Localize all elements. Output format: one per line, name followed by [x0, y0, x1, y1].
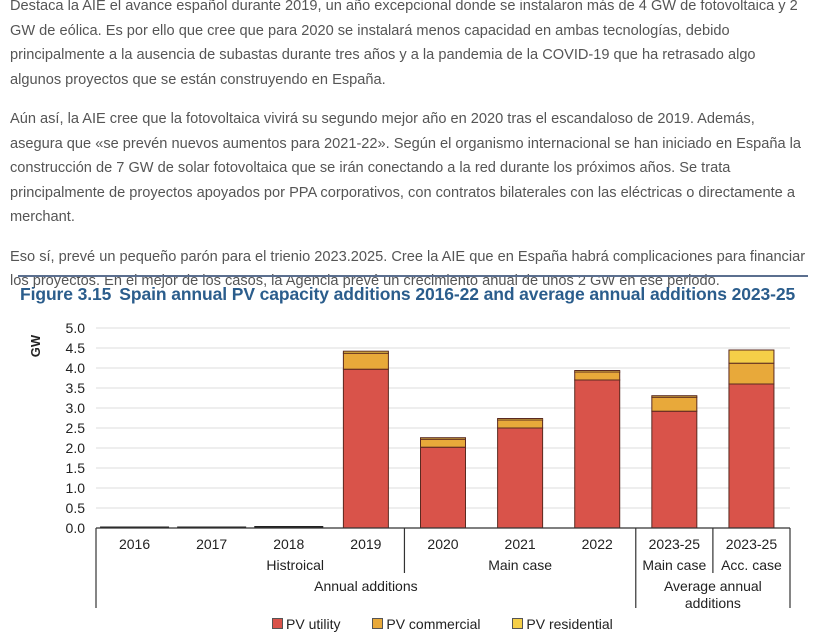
- group-label-historical: Histroical: [266, 557, 324, 573]
- legend-item-commercial: PV commercial: [372, 616, 481, 632]
- bar-segment-residential: [574, 370, 621, 373]
- bar-segment-commercial: [497, 419, 544, 429]
- bar-segment-utility: [574, 379, 621, 529]
- y-axis-ticks: 0.0 0.5 1.0 1.5 2.0 2.5 3.0 3.5 4.0 4.5 5.0: [66, 320, 86, 536]
- x-tick-label: 2018: [273, 536, 304, 552]
- group-label-main-case: Main case: [488, 557, 552, 573]
- y-tick-label: 3.5: [66, 380, 86, 396]
- figure-number: Figure 3.15: [20, 284, 112, 304]
- bar-segment-utility: [651, 410, 698, 529]
- legend-swatch-residential: [512, 618, 524, 629]
- group-label-annual-additions: Annual additions: [314, 578, 418, 594]
- y-axis-label: GW: [28, 334, 43, 357]
- y-tick-label: 1.5: [66, 460, 86, 476]
- x-sublabel: Main case: [642, 557, 706, 573]
- legend-item-utility: PV utility: [272, 616, 340, 632]
- bar-segment-utility: [497, 427, 544, 529]
- bar-segment-commercial: [342, 352, 389, 370]
- figure-title-text: Spain annual PV capacity additions 2016-…: [119, 284, 796, 304]
- article-body: Destaca la AIE el avance español durante…: [10, 0, 810, 309]
- y-tick-label: 1.0: [66, 480, 86, 496]
- y-tick-label: 3.0: [66, 400, 86, 416]
- y-tick-label: 2.0: [66, 440, 86, 456]
- y-tick-label: 4.0: [66, 360, 86, 376]
- x-sublabel: Acc. case: [721, 557, 782, 573]
- bar-segment-residential: [728, 349, 775, 364]
- bar-segment-commercial: [651, 396, 698, 412]
- bar-segment-residential: [497, 418, 544, 421]
- figure-title: Figure 3.15 Spain annual PV capacity addi…: [20, 284, 795, 305]
- y-tick-label: 5.0: [66, 320, 86, 336]
- group-label-average-annual: Average annual: [664, 578, 762, 594]
- x-tick-label: 2022: [582, 536, 613, 552]
- x-tick-label: 2021: [505, 536, 536, 552]
- article-paragraph-2: Aún así, la AIE cree que la fotovoltaica…: [10, 111, 802, 225]
- x-tick-label: 2019: [350, 536, 381, 552]
- legend: PV utility PV commercial PV residential: [272, 616, 641, 632]
- x-tick-label: 2020: [427, 536, 458, 552]
- legend-label-residential: PV residential: [526, 616, 613, 632]
- bar-segment-utility: [342, 368, 389, 529]
- y-tick-label: 0.0: [66, 520, 86, 536]
- legend-label-commercial: PV commercial: [386, 616, 481, 632]
- bar-segment-utility: [100, 526, 170, 528]
- y-tick-label: 2.5: [66, 420, 86, 436]
- y-tick-label: 0.5: [66, 500, 86, 516]
- bar-segment-utility: [177, 526, 247, 528]
- group-label-additions: additions: [685, 595, 741, 611]
- bar-segment-utility: [420, 446, 466, 529]
- x-tick-label: 2016: [119, 536, 150, 552]
- bar-segment-utility: [728, 383, 775, 529]
- x-tick-label: 2023-25: [649, 536, 701, 552]
- x-tick-label: 2017: [196, 536, 227, 552]
- bar-segment-commercial: [420, 438, 466, 448]
- bar-segment-residential: [651, 395, 698, 398]
- bar-segment-commercial: [728, 362, 775, 385]
- x-axis: 2016 2017 2018 2019 2020 2021 2022 2023-25 Main …: [95, 527, 791, 611]
- bars: [100, 349, 775, 529]
- x-tick-label: 2023-25: [726, 536, 778, 552]
- figure-divider: [18, 275, 808, 277]
- article-paragraph-1: Destaca la AIE el avance español durante…: [10, 0, 798, 88]
- legend-item-residential: PV residential: [512, 616, 613, 632]
- legend-swatch-commercial: [372, 618, 384, 629]
- bar-chart: GW 0.0 0.5 1.0 1.5 2.0 2.5 3.0 3.5 4.0 4.5 5.0 201…: [28, 320, 791, 611]
- article-paragraph-3: Eso sí, prevé un pequeño parón para el t…: [10, 248, 806, 290]
- y-tick-label: 4.5: [66, 340, 86, 356]
- legend-label-utility: PV utility: [286, 616, 341, 632]
- legend-swatch-utility: [272, 618, 283, 629]
- bar-segment-residential: [420, 437, 466, 440]
- bar-segment-commercial: [574, 371, 621, 381]
- bar-segment-utility: [254, 526, 324, 528]
- bar-segment-residential: [342, 350, 389, 354]
